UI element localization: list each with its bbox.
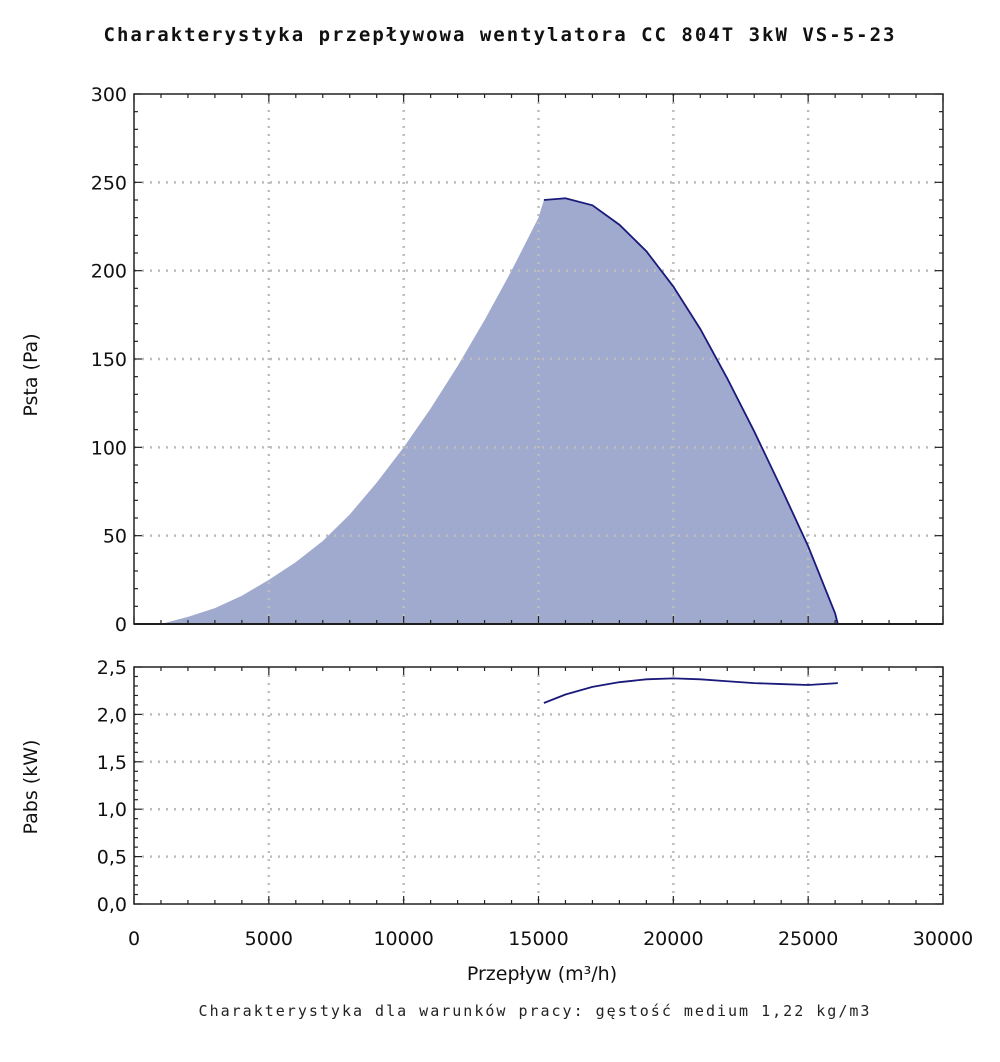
power-ytick-label: 0,0	[97, 894, 127, 916]
pressure-ytick-label: 300	[91, 84, 127, 106]
power-curve	[543, 677, 838, 704]
x-tick-label: 0	[128, 928, 140, 950]
x-tick-label: 5000	[245, 928, 293, 950]
y-axis-label-power: Pabs (kW)	[20, 740, 42, 835]
power-plot: 0,0 0,5 1,0 1,5 2,0 2,5 0 5000 10000 15000 20000 25…	[97, 657, 973, 950]
chart-footnote: Charakterystyka dla warunków pracy: gęst…	[198, 1002, 872, 1020]
fan-characteristic-chart: 0 50 100 150 200 250 300 0,0 0,5 1,0 1,5 2,0 2,5 0 50…	[20, 84, 973, 985]
power-ytick-label: 2,0	[97, 704, 127, 726]
pressure-ytick-label: 250	[91, 172, 127, 194]
x-tick-label: 15000	[508, 928, 568, 950]
x-tick-label: 25000	[778, 928, 838, 950]
pressure-ytick-label: 100	[91, 437, 127, 459]
power-ytick-label: 1,5	[97, 752, 127, 774]
pressure-area-fill	[134, 198, 838, 624]
x-tick-label: 30000	[913, 928, 973, 950]
pressure-ytick-label: 50	[103, 526, 127, 548]
pressure-ytick-label: 0	[115, 614, 127, 636]
power-ytick-label: 2,5	[97, 657, 127, 679]
power-ytick-label: 1,0	[97, 799, 127, 821]
x-tick-label: 20000	[643, 928, 703, 950]
pressure-curve	[543, 197, 839, 625]
x-tick-label: 10000	[373, 928, 433, 950]
power-ytick-label: 0,5	[97, 847, 127, 869]
pressure-ytick-label: 150	[91, 349, 127, 371]
chart-title: Charakterystyka przepływowa wentylatora …	[103, 24, 897, 46]
pressure-plot: 0 50 100 150 200 250 300	[91, 84, 944, 636]
y-axis-label-pressure: Psta (Pa)	[20, 333, 42, 416]
x-axis-label: Przepływ (m³/h)	[467, 963, 617, 985]
pressure-ytick-label: 200	[91, 261, 127, 283]
